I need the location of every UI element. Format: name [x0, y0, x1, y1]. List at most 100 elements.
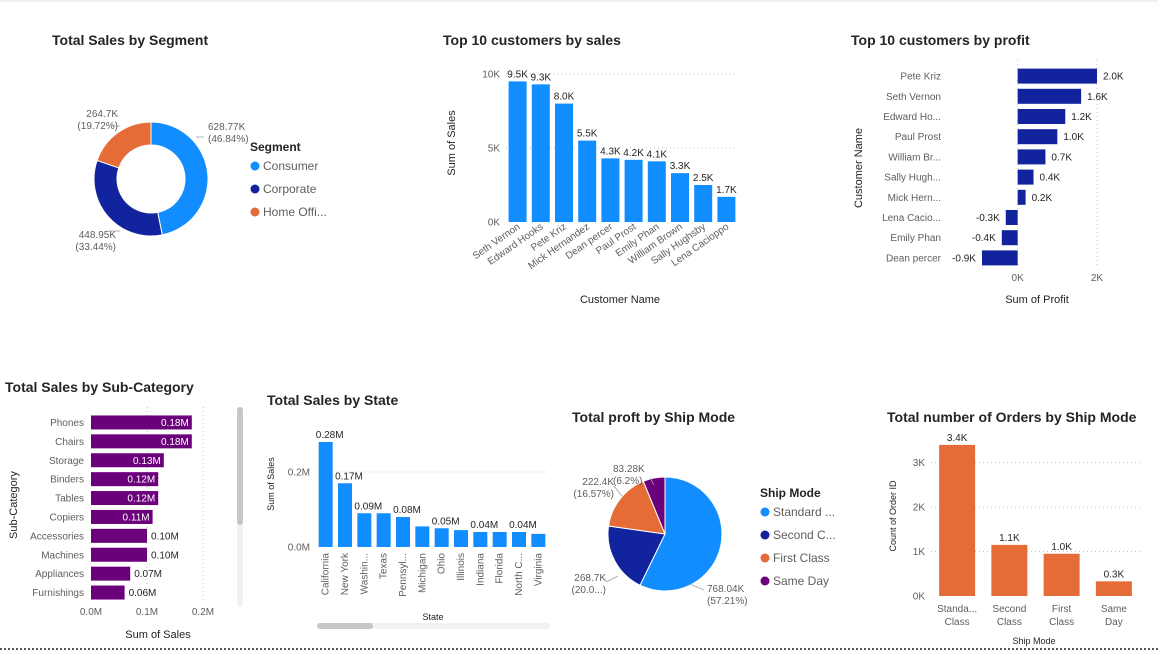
subcat-data-label-6: 0.11M: [123, 512, 150, 523]
segment-slice-pct-3: (19.72%): [77, 121, 118, 132]
state-x-tick-9: Indiana: [475, 553, 486, 586]
orders-x-tick-3-line-1: First: [1052, 604, 1072, 615]
top-profit-y-tick-5: William Br...: [888, 152, 941, 163]
segment-slice-label-2: 448.95K: [79, 230, 117, 241]
subcat-chart-title: Total Sales by Sub-Category: [5, 379, 194, 395]
state-data-label-11: 0.04M: [509, 520, 537, 531]
ship-profit-slice-label-3: 222.4K: [582, 477, 614, 488]
segment-legend-marker-2: [250, 184, 260, 194]
top-profit-y-axis-title: Customer Name: [853, 128, 865, 208]
subcat-data-label-7: 0.10M: [151, 531, 179, 542]
state-y-tick-1: 0.0M: [288, 543, 310, 554]
orders-chart-title: Total number of Orders by Ship Mode: [887, 409, 1137, 425]
top-profit-bar-8: [1005, 210, 1018, 225]
subcat-y-tick-2: Chairs: [55, 437, 84, 448]
top-profit-bar-5: [1017, 149, 1046, 165]
top-sales-data-label-8: 3.3K: [670, 161, 691, 172]
state-y-axis-title: Sum of Sales: [266, 457, 276, 511]
state-scrollbar-track[interactable]: [317, 623, 550, 629]
orders-x-tick-4-line-1: Same: [1101, 604, 1128, 615]
state-bar-5: [396, 517, 410, 547]
top-sales-data-label-7: 4.1K: [647, 149, 668, 160]
ship-profit-legend-label-2: Second C...: [773, 528, 836, 542]
top-sales-data-label-5: 4.3K: [600, 146, 621, 157]
top-border: [0, 0, 1158, 2]
top-sales-y-tick-3: 10K: [482, 70, 500, 81]
top-profit-bar-3: [1017, 109, 1066, 124]
subcat-bar-5: [91, 491, 159, 506]
subcat-bar-4: [91, 472, 159, 487]
top-profit-data-label-6: 0.4K: [1040, 173, 1061, 184]
subcat-bar-9: [91, 566, 131, 581]
ship-profit-leader-line-2: [605, 575, 619, 583]
top-profit-y-tick-9: Emily Phan: [890, 233, 941, 244]
state-bar-11: [512, 532, 526, 547]
orders-y-tick-2: 1K: [913, 547, 926, 558]
top-profit-y-tick-6: Sally Hugh...: [884, 173, 941, 184]
orders-y-tick-3: 2K: [913, 503, 926, 514]
subcat-bar-3: [91, 453, 164, 468]
subcat-scrollbar-thumb[interactable]: [237, 407, 243, 525]
ship-profit-slice-4: [642, 476, 666, 535]
state-data-label-2: 0.17M: [335, 471, 363, 482]
top-sales-data-label-10: 1.7K: [716, 185, 737, 196]
ship-profit-slice-1: [639, 476, 723, 592]
top-sales-data-label-2: 9.3K: [531, 72, 552, 83]
segment-legend-title: Segment: [250, 140, 301, 154]
subcat-data-label-10: 0.06M: [129, 588, 157, 599]
state-scrollbar-thumb[interactable]: [317, 623, 373, 629]
orders-bar-1: [939, 444, 976, 596]
top-profit-data-label-5: 0.7K: [1051, 152, 1072, 163]
ship-profit-legend-marker-3: [760, 553, 770, 563]
orders-data-label-1: 3.4K: [947, 433, 968, 444]
top-profit-y-tick-3: Edward Ho...: [883, 112, 941, 123]
top-profit-y-tick-7: Mick Hern...: [888, 193, 941, 204]
subcat-data-label-8: 0.10M: [151, 550, 179, 561]
orders-data-label-3: 1.0K: [1051, 542, 1072, 553]
state-data-label-9: 0.04M: [470, 520, 498, 531]
subcat-bar-10: [91, 585, 125, 600]
subcat-data-label-9: 0.07M: [134, 569, 162, 580]
top-sales-bar-7: [647, 161, 666, 222]
state-y-tick-2: 0.2M: [288, 468, 310, 479]
top-profit-data-label-9: -0.4K: [972, 233, 996, 244]
subcat-y-tick-8: Machines: [41, 550, 84, 561]
top-profit-bar-2: [1017, 88, 1082, 104]
orders-data-label-2: 1.1K: [999, 533, 1020, 544]
subcat-y-tick-5: Tables: [55, 494, 84, 505]
orders-y-axis-title: Count of Order ID: [888, 480, 898, 552]
ship-profit-leader-line-3: [613, 485, 623, 497]
segment-slice-3: [96, 121, 152, 169]
top-sales-bar-2: [531, 84, 550, 222]
top-sales-x-axis-title: Customer Name: [580, 294, 660, 306]
state-x-tick-10: Florida: [495, 553, 506, 584]
top-profit-data-label-1: 2.0K: [1103, 72, 1124, 83]
top-sales-bar-6: [624, 159, 643, 222]
state-bar-6: [415, 526, 430, 547]
top-sales-chart-title: Top 10 customers by sales: [443, 32, 621, 48]
ship-profit-legend-label-1: Standard ...: [773, 505, 835, 519]
subcat-y-axis-title: Sub-Category: [8, 471, 20, 539]
state-bar-2: [338, 483, 352, 547]
subcat-data-label-1: 0.18M: [161, 418, 189, 429]
top-profit-x-axis-title: Sum of Profit: [1005, 294, 1069, 306]
state-bar-3: [357, 513, 372, 547]
state-x-tick-2: New York: [340, 552, 351, 595]
orders-x-tick-1-line-1: Standa...: [937, 604, 977, 615]
top-sales-y-axis-title: Sum of Sales: [446, 110, 458, 176]
ship-profit-slice-pct-3: (16.57%): [573, 489, 614, 500]
top-sales-y-tick-2: 5K: [488, 144, 501, 155]
state-x-tick-7: Ohio: [437, 553, 448, 575]
ship-profit-slice-pct-2: (20.0...): [572, 585, 606, 596]
ship-profit-slice-pct-4: (6.2%): [613, 476, 642, 487]
orders-x-tick-2-line-1: Second: [992, 604, 1026, 615]
segment-legend-label-3: Home Offi...: [263, 205, 327, 219]
ship-profit-legend-title: Ship Mode: [760, 486, 821, 500]
subcat-y-tick-3: Storage: [49, 456, 84, 467]
subcat-x-tick-2: 0.1M: [136, 607, 158, 618]
top-profit-data-label-10: -0.9K: [952, 253, 976, 264]
segment-slice-pct-2: (33.44%): [75, 242, 116, 253]
